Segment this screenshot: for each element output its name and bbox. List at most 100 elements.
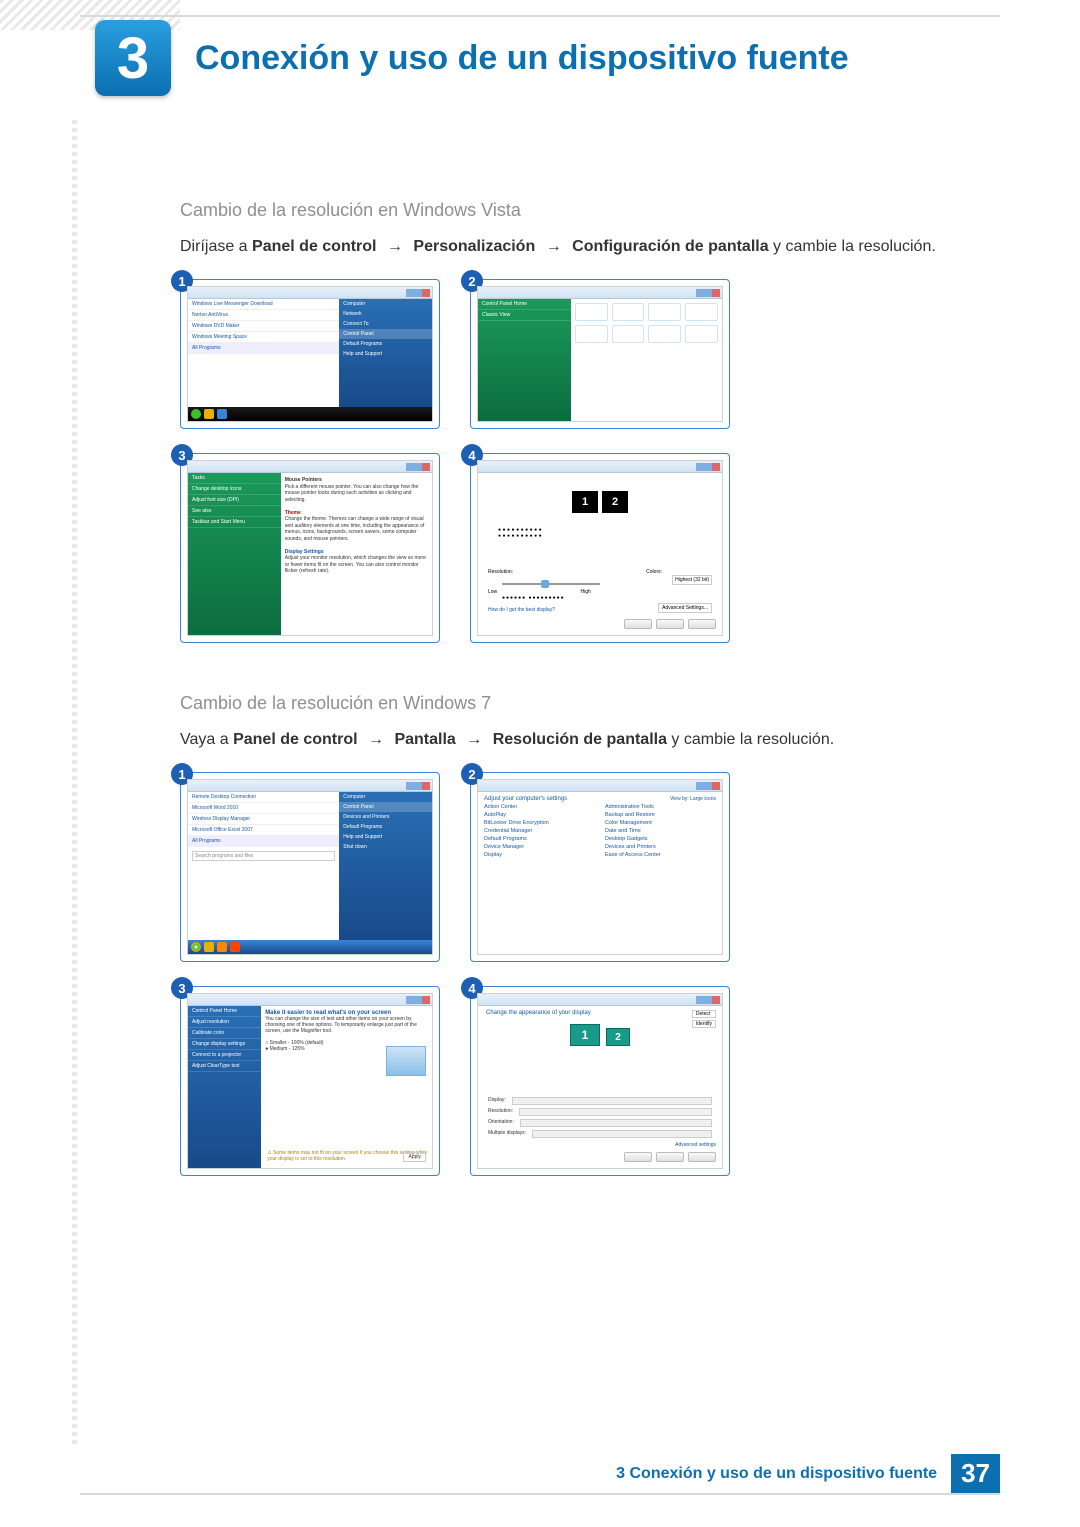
start-item: Remote Desktop Connection: [188, 792, 339, 803]
apply-button: Apply: [403, 1152, 426, 1162]
cp-item: AutoPlay: [484, 812, 595, 818]
item-title: Theme: [285, 510, 301, 516]
cp-item: Ease of Access Center: [605, 852, 716, 858]
footer-rule: [80, 1493, 1000, 1495]
side-item: Help and Support: [339, 832, 432, 842]
side-item: Control Panel: [339, 802, 432, 812]
arrow-icon: →: [466, 731, 482, 748]
high-label: High: [580, 589, 590, 595]
start-item: Windows DVD Maker: [188, 321, 339, 332]
field-label: Orientation:: [488, 1119, 514, 1127]
win7-shot-4: 4 Change the appearance of your display …: [470, 986, 730, 1176]
vista-instr-pre: Diríjase a: [180, 238, 252, 255]
start-item: Norton AntiVirus: [188, 310, 339, 321]
monitor-icon: 2: [602, 491, 628, 513]
monitor-icon: 1: [570, 1024, 600, 1046]
field-label: Resolution:: [488, 1108, 513, 1116]
footer-page-number: 37: [951, 1454, 1000, 1493]
win7-screenshots: 1 Remote Desktop Connection Microsoft Wo…: [180, 772, 980, 1176]
cp-item: Action Center: [484, 804, 595, 810]
chapter-header: 3 Conexión y uso de un dispositivo fuent…: [95, 20, 1000, 96]
start-item: Windows Meeting Space: [188, 332, 339, 343]
chapter-title: Conexión y uso de un dispositivo fuente: [195, 39, 849, 78]
vista-instruction: Diríjase a Panel de control → Personaliz…: [180, 235, 980, 259]
start-item: Windows Live Messenger Download: [188, 299, 339, 310]
win7-shot-1: 1 Remote Desktop Connection Microsoft Wo…: [180, 772, 440, 962]
advanced-link: Advanced settings: [675, 1142, 716, 1148]
vista-instr-post: y cambie la resolución.: [769, 238, 936, 255]
win7-subtitle: Cambio de la resolución en Windows 7: [180, 693, 980, 714]
win7-instr-post: y cambie la resolución.: [667, 731, 834, 748]
cp-item: Desktop Gadgets: [605, 836, 716, 842]
side-item: Taskbar and Start Menu: [188, 517, 281, 528]
start-item: All Programs: [188, 343, 339, 354]
field-label: Multiple displays:: [488, 1130, 526, 1138]
win7-path-1: Panel de control: [233, 731, 357, 748]
side-item: Connect to a projector: [188, 1050, 261, 1061]
vista-shot-3: 3 Tasks Change desktop icons Adjust font…: [180, 453, 440, 643]
side-item: Adjust resolution: [188, 1017, 261, 1028]
footer-text: 3 Conexión y uso de un dispositivo fuent…: [606, 1465, 937, 1483]
vista-screenshots: 1 Windows Live Messenger Download Norton…: [180, 279, 980, 643]
view-by: View by: Large icons: [670, 796, 716, 802]
cp-item: Backup and Restore: [605, 812, 716, 818]
identify-button: Identify: [692, 1020, 716, 1028]
start-item: All Programs: [188, 836, 339, 847]
monitor-icon: 2: [606, 1028, 630, 1046]
item-desc: Pick a different mouse pointer. You can …: [285, 484, 419, 503]
search-input: Search programs and files: [192, 851, 335, 861]
top-rule: [80, 15, 1000, 17]
start-item: Microsoft Word 2010: [188, 803, 339, 814]
color-dropdown: Highest (32 bit): [672, 575, 712, 585]
side-item: Calibrate color: [188, 1028, 261, 1039]
arrow-icon: →: [546, 238, 562, 255]
monitor-icon: 1: [572, 491, 598, 513]
vista-shot-4: 4 12 ●●●●●●●●●●●●●●●●●●●● Resolution: Co…: [470, 453, 730, 643]
cp-item: Color Management: [605, 820, 716, 826]
side-item: See also: [188, 506, 281, 517]
vista-shot-1: 1 Windows Live Messenger Download Norton…: [180, 279, 440, 429]
col-label: Colors:: [646, 569, 662, 575]
side-item: Default Programs: [339, 339, 432, 349]
field-label: Display:: [488, 1097, 506, 1105]
left-margin-stripe: [72, 120, 77, 1447]
win7-shot-3: 3 Control Panel Home Adjust resolution C…: [180, 986, 440, 1176]
cp-item: Date and Time: [605, 828, 716, 834]
item-title: Display Settings: [285, 549, 324, 555]
arrow-icon: →: [368, 731, 384, 748]
win7-instruction: Vaya a Panel de control → Pantalla → Res…: [180, 728, 980, 752]
cp-item: Default Programs: [484, 836, 595, 842]
start-item: Microsoft Office Excel 2007: [188, 825, 339, 836]
win7-shot-2: 2 Adjust your computer's settings View b…: [470, 772, 730, 962]
side-item: Control Panel Home: [478, 299, 571, 310]
item-desc: Adjust your monitor resolution, which ch…: [285, 555, 426, 574]
cp-heading: Adjust your computer's settings: [484, 796, 567, 802]
side-item: Network: [339, 309, 432, 319]
side-item: Computer: [339, 299, 432, 309]
win7-instr-pre: Vaya a: [180, 731, 233, 748]
size-option: Medium - 125%: [270, 1046, 305, 1052]
cp-item: BitLocker Drive Encryption: [484, 820, 595, 826]
cp-item: Display: [484, 852, 595, 858]
display-desc: You can change the size of text and othe…: [265, 1016, 417, 1034]
side-item: Adjust ClearType text: [188, 1061, 261, 1072]
side-item: Devices and Printers: [339, 812, 432, 822]
side-item: Connect To: [339, 319, 432, 329]
sr-title: Change the appearance of your display: [486, 1010, 591, 1016]
vista-shot-2: 2 Control Panel Home Classic View: [470, 279, 730, 429]
side-item: Change desktop icons: [188, 484, 281, 495]
side-item: Tasks: [188, 473, 281, 484]
side-item: Help and Support: [339, 349, 432, 359]
arrow-icon: →: [387, 238, 403, 255]
side-item: Classic View: [478, 310, 571, 321]
advanced-button: Advanced Settings...: [658, 603, 712, 613]
cp-item: Devices and Printers: [605, 844, 716, 850]
vista-path-2: Personalización: [413, 238, 535, 255]
side-item: Control Panel: [339, 329, 432, 339]
start-item: Wireless Display Manager: [188, 814, 339, 825]
help-link: How do I get the best display?: [488, 607, 555, 613]
vista-path-3: Configuración de pantalla: [572, 238, 768, 255]
page-footer: 3 Conexión y uso de un dispositivo fuent…: [80, 1454, 1000, 1493]
side-item: Adjust font size (DPI): [188, 495, 281, 506]
vista-subtitle: Cambio de la resolución en Windows Vista: [180, 200, 980, 221]
